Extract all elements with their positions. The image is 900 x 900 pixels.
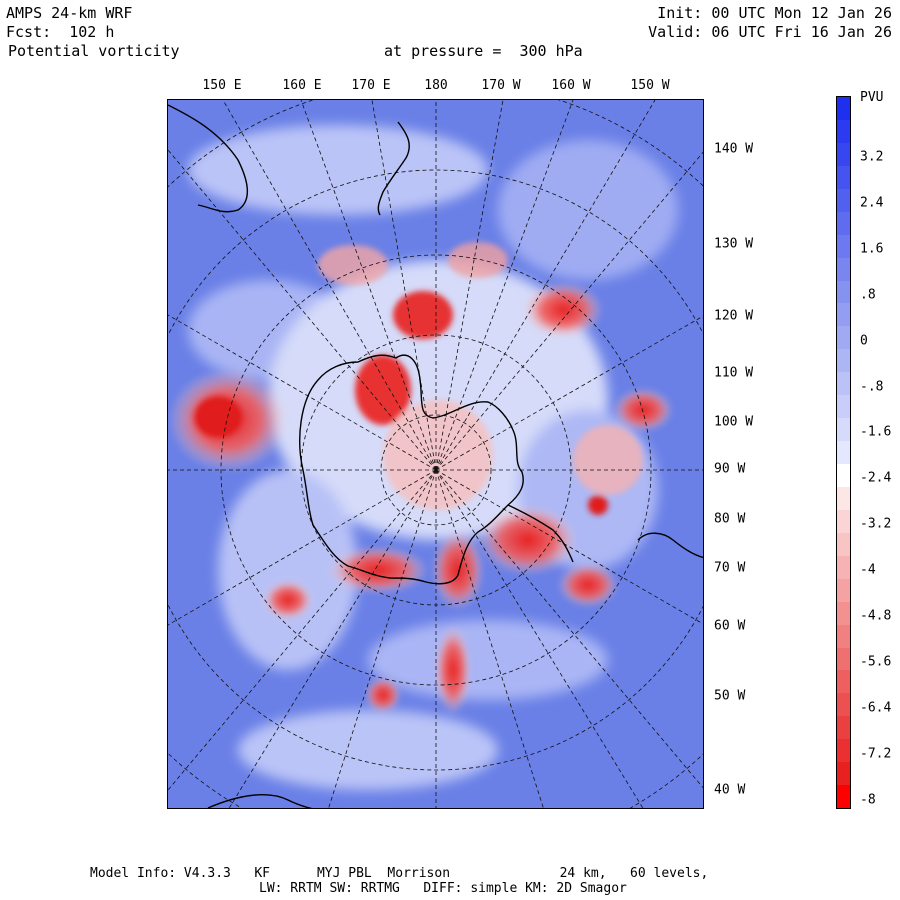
colorbar-segment — [837, 555, 850, 579]
lon-label-170e: 170 E — [351, 78, 391, 93]
colorbar-segment — [837, 119, 850, 143]
colorbar-tick-label: -4.8 — [860, 608, 892, 624]
colorbar-tick-label: -3.2 — [860, 516, 892, 532]
lon-label-70w: 70 W — [714, 560, 746, 576]
colorbar-segment — [837, 97, 850, 120]
colorbar-segment — [837, 624, 850, 648]
lon-label-150w: 150 W — [630, 78, 670, 93]
colorbar-tick-label: -1.6 — [860, 424, 892, 440]
colorbar-tick-label: -.8 — [860, 379, 884, 394]
lon-label-140w: 140 W — [714, 141, 754, 157]
white-filaments — [188, 125, 678, 790]
colorbar-tick-label: .8 — [860, 287, 876, 303]
model-title: AMPS 24-km WRF — [6, 4, 133, 22]
colorbar-segment — [837, 142, 850, 166]
colorbar-tick-label: 3.2 — [860, 149, 884, 165]
colorbar-tick-label: -5.6 — [860, 654, 892, 670]
antarctica-coast — [299, 354, 524, 585]
colorbar-segment — [837, 234, 850, 258]
colorbar — [836, 96, 851, 809]
colorbar-tick-label: 0 — [860, 333, 868, 349]
south-america-coast — [637, 532, 703, 559]
colorbar-segment — [837, 464, 850, 487]
colorbar-segment — [837, 762, 850, 786]
colorbar-segment — [837, 188, 850, 212]
lon-label-120w: 120 W — [714, 308, 754, 324]
colorbar-segment — [837, 486, 850, 510]
potential-vorticity-map — [167, 99, 704, 809]
lon-label-180: 180 — [424, 78, 448, 93]
lon-label-160w: 160 W — [551, 78, 591, 93]
colorbar-segment — [837, 349, 850, 373]
colorbar-segment — [837, 509, 850, 533]
high-pv-regions — [168, 242, 673, 715]
colorbar-tick-label: -8 — [860, 792, 876, 808]
coastlines — [168, 104, 703, 808]
colorbar-segment — [837, 532, 850, 556]
lon-label-150e: 150 E — [202, 78, 242, 93]
colorbar-segment — [837, 395, 850, 419]
colorbar-tick-label: -7.2 — [860, 746, 892, 762]
colorbar-segment — [837, 372, 850, 396]
colorbar-segment — [837, 257, 850, 281]
lon-label-80w: 80 W — [714, 511, 746, 527]
colorbar-segment — [837, 785, 850, 809]
colorbar-segment — [837, 716, 850, 740]
lon-label-50w: 50 W — [714, 688, 746, 704]
init-time: Init: 00 UTC Mon 12 Jan 26 — [657, 4, 892, 22]
lon-label-90w: 90 W — [714, 461, 746, 477]
colorbar-segment — [837, 601, 850, 625]
australia-coast — [168, 104, 249, 213]
colorbar-segment — [837, 647, 850, 671]
colorbar-tick-label: -2.4 — [860, 470, 892, 486]
lon-label-100w: 100 W — [714, 414, 754, 430]
field-name: Potential vorticity — [8, 42, 180, 60]
colorbar-segment — [837, 670, 850, 694]
colorbar-segment — [837, 693, 850, 717]
lon-label-130w: 130 W — [714, 236, 754, 252]
colorbar-title: PVU — [860, 90, 884, 105]
colorbar-segment — [837, 418, 850, 442]
colorbar-segment — [837, 578, 850, 602]
lon-label-110w: 110 W — [714, 365, 754, 381]
new-zealand-coast — [377, 121, 410, 216]
colorbar-tick-label: 2.4 — [860, 195, 884, 211]
lon-label-160e: 160 E — [282, 78, 322, 93]
colorbar-tick-label: -6.4 — [860, 700, 892, 716]
lon-label-40w: 40 W — [714, 782, 746, 798]
graticule — [168, 100, 703, 808]
colorbar-tick-label: 1.6 — [860, 241, 884, 257]
antarctic-peninsula-coast — [507, 504, 574, 563]
pressure-level: at pressure = 300 hPa — [384, 42, 583, 60]
model-info-line1: Model Info: V4.3.3 KF MYJ PBL Morrison 2… — [90, 866, 709, 881]
colorbar-segment — [837, 280, 850, 304]
colorbar-tick-label: -4 — [860, 562, 876, 578]
colorbar-segment — [837, 211, 850, 235]
africa-coast — [207, 794, 313, 808]
colorbar-segment — [837, 326, 850, 350]
model-info-line2: LW: RRTM SW: RRTMG DIFF: simple KM: 2D S… — [259, 881, 627, 896]
lon-label-60w: 60 W — [714, 618, 746, 634]
colorbar-segment — [837, 165, 850, 189]
lon-label-170w: 170 W — [481, 78, 521, 93]
colorbar-segment — [837, 739, 850, 763]
colorbar-segment — [837, 303, 850, 327]
map-svg — [168, 100, 703, 808]
forecast-hour: Fcst: 102 h — [6, 23, 115, 41]
valid-time: Valid: 06 UTC Fri 16 Jan 26 — [648, 23, 892, 41]
colorbar-segment — [837, 441, 850, 464]
